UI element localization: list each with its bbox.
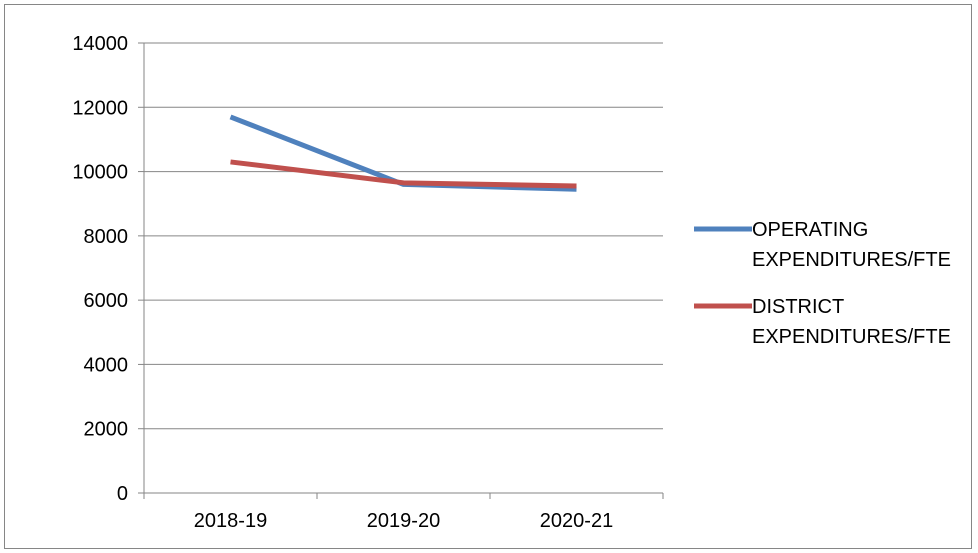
- y-tick-label: 4000: [84, 354, 129, 376]
- y-tick-label: 12000: [72, 97, 128, 119]
- legend-entry-1: OPERATING EXPENDITURES/FTE: [694, 219, 951, 271]
- series-line-1: [229, 114, 577, 192]
- y-tick-label: 2000: [84, 419, 129, 441]
- legend-entry-2: DISTRICT EXPENDITURES/FTE: [694, 296, 951, 348]
- y-tick-label: 0: [117, 483, 128, 505]
- legend-label: EXPENDITURES/FTE: [752, 249, 951, 271]
- y-tick-label: 10000: [72, 162, 128, 184]
- y-tick-label: 8000: [84, 226, 129, 248]
- x-tick-label: 2019-20: [367, 510, 440, 532]
- series-lines: [229, 114, 577, 192]
- legend: OPERATING EXPENDITURES/FTE DISTRICT EXPENDI…: [694, 219, 951, 348]
- legend-label: EXPENDITURES/FTE: [752, 326, 951, 348]
- x-axis-tick-labels: 2018-19 2019-20 2020-21: [194, 510, 613, 532]
- gridlines: [144, 42, 663, 430]
- legend-label: OPERATING: [752, 219, 868, 241]
- series-line-2: [230, 159, 577, 189]
- y-tick-label: 6000: [84, 290, 129, 312]
- y-axis-tick-labels: 0 2000 4000 6000 8000 10000 12000 14000: [72, 33, 128, 505]
- axes: [138, 42, 664, 499]
- x-tick-label: 2018-19: [194, 510, 267, 532]
- chart-frame: [4, 4, 972, 549]
- legend-label: DISTRICT: [752, 296, 844, 318]
- x-tick-label: 2020-21: [540, 510, 613, 532]
- y-tick-label: 14000: [72, 33, 128, 55]
